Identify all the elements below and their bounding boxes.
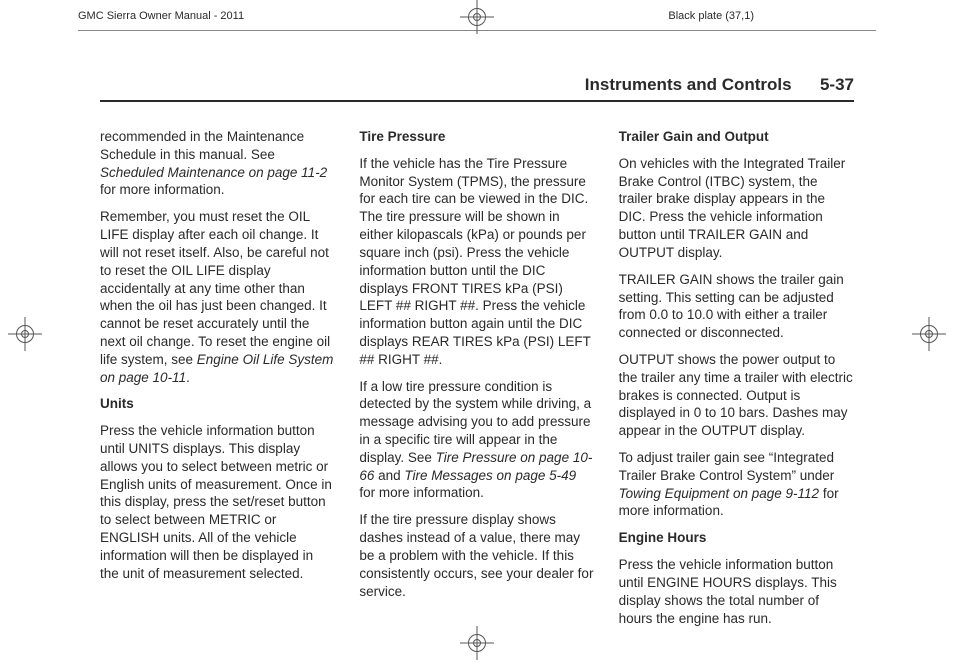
xref: Tire Messages on page 5-49: [404, 468, 576, 483]
subheading-engine-hours: Engine Hours: [619, 529, 854, 547]
paragraph: To adjust trailer gain see “Integrated T…: [619, 449, 854, 520]
column-1: recommended in the Maintenance Schedule …: [100, 128, 335, 636]
paragraph: If the vehicle has the Tire Pressure Mon…: [359, 155, 594, 369]
page-number: 5-37: [820, 75, 854, 94]
section-rule: [100, 100, 854, 102]
paragraph: TRAILER GAIN shows the trailer gain sett…: [619, 271, 854, 342]
section-title: Instruments and Controls: [585, 75, 792, 94]
registration-mark-top: [460, 0, 494, 34]
column-2: Tire Pressure If the vehicle has the Tir…: [359, 128, 594, 636]
xref: Towing Equipment on page 9-112: [619, 486, 819, 501]
subheading-units: Units: [100, 395, 335, 413]
paragraph: If the tire pressure display shows dashe…: [359, 511, 594, 600]
plate-label: Black plate (37,1): [668, 10, 754, 22]
paragraph: On vehicles with the Integrated Trailer …: [619, 155, 854, 262]
paragraph: Remember, you must reset the OIL LIFE di…: [100, 208, 335, 386]
paragraph: OUTPUT shows the power output to the tra…: [619, 351, 854, 440]
paragraph: If a low tire pressure condition is dete…: [359, 378, 594, 503]
paragraph: recommended in the Maintenance Schedule …: [100, 128, 335, 199]
paragraph: Press the vehicle information button unt…: [619, 556, 854, 627]
manual-title: GMC Sierra Owner Manual - 2011: [78, 10, 244, 22]
xref: Scheduled Maintenance on page 11-2: [100, 165, 327, 180]
subheading-trailer-gain: Trailer Gain and Output: [619, 128, 854, 146]
column-3: Trailer Gain and Output On vehicles with…: [619, 128, 854, 636]
registration-mark-right: [912, 317, 946, 351]
paragraph: Press the vehicle information button unt…: [100, 422, 335, 582]
section-header: Instruments and Controls 5-37: [585, 75, 854, 95]
body-columns: recommended in the Maintenance Schedule …: [100, 128, 854, 636]
subheading-tire-pressure: Tire Pressure: [359, 128, 594, 146]
registration-mark-left: [8, 317, 42, 351]
